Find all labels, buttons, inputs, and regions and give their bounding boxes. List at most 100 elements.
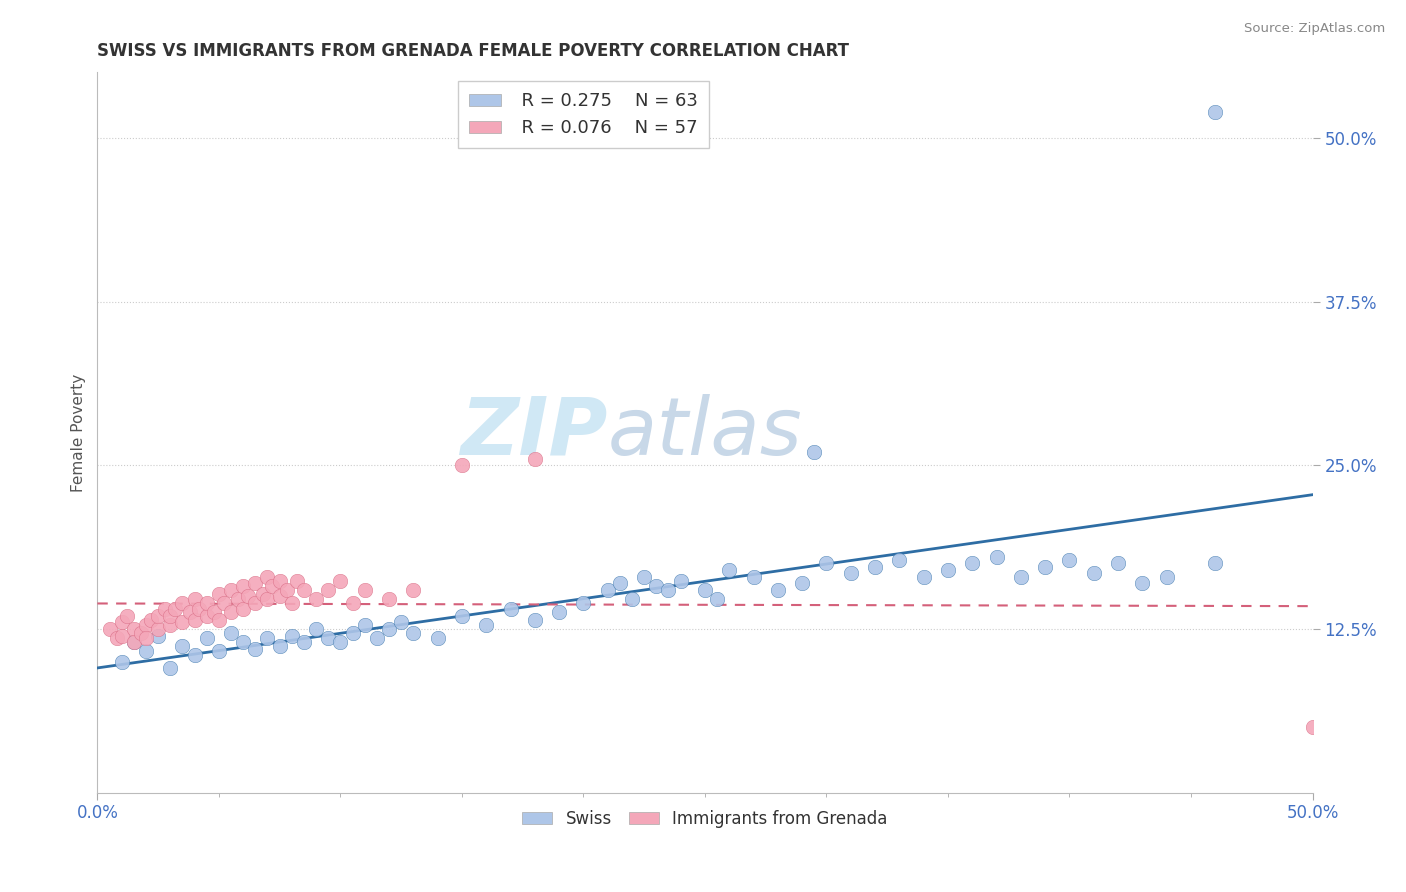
Point xyxy=(122,635,145,649)
Point xyxy=(146,628,169,642)
Point xyxy=(146,622,169,636)
Point xyxy=(305,591,328,606)
Point xyxy=(183,648,205,662)
Point xyxy=(179,605,201,619)
Point xyxy=(402,626,425,640)
Point xyxy=(122,635,145,649)
Point xyxy=(475,618,498,632)
Point xyxy=(292,582,315,597)
Point xyxy=(353,618,375,632)
Point xyxy=(316,631,339,645)
Text: atlas: atlas xyxy=(607,393,803,472)
Point xyxy=(195,608,218,623)
Point xyxy=(111,615,134,630)
Point xyxy=(316,582,339,597)
Point xyxy=(172,639,194,653)
Point xyxy=(499,602,522,616)
Point xyxy=(135,644,157,658)
Point xyxy=(208,644,231,658)
Point xyxy=(1132,576,1154,591)
Point xyxy=(281,596,304,610)
Y-axis label: Female Poverty: Female Poverty xyxy=(72,374,86,491)
Point xyxy=(1010,569,1032,583)
Point xyxy=(609,576,631,591)
Point xyxy=(98,622,121,636)
Point xyxy=(165,602,187,616)
Point xyxy=(269,574,291,588)
Point xyxy=(111,628,134,642)
Point xyxy=(792,576,814,591)
Point xyxy=(232,579,254,593)
Point xyxy=(226,591,249,606)
Point xyxy=(122,622,145,636)
Point xyxy=(451,608,474,623)
Point xyxy=(912,569,935,583)
Point xyxy=(706,591,728,606)
Point xyxy=(572,596,595,610)
Point xyxy=(889,552,911,566)
Point xyxy=(378,622,401,636)
Point xyxy=(212,596,235,610)
Point xyxy=(742,569,765,583)
Point xyxy=(236,589,259,603)
Point xyxy=(523,613,546,627)
Point xyxy=(135,631,157,645)
Point xyxy=(195,631,218,645)
Point xyxy=(645,579,668,593)
Point xyxy=(596,582,619,597)
Point xyxy=(863,560,886,574)
Point xyxy=(269,639,291,653)
Point xyxy=(292,635,315,649)
Point xyxy=(1083,566,1105,580)
Point xyxy=(208,613,231,627)
Point xyxy=(202,605,225,619)
Point xyxy=(621,591,644,606)
Point xyxy=(281,628,304,642)
Point xyxy=(159,618,181,632)
Point xyxy=(1107,557,1129,571)
Point xyxy=(1033,560,1056,574)
Legend: Swiss, Immigrants from Grenada: Swiss, Immigrants from Grenada xyxy=(516,804,894,835)
Point xyxy=(245,576,267,591)
Point xyxy=(252,586,274,600)
Point xyxy=(276,582,298,597)
Point xyxy=(232,602,254,616)
Point xyxy=(766,582,789,597)
Point xyxy=(245,641,267,656)
Point xyxy=(839,566,862,580)
Point xyxy=(548,605,571,619)
Point xyxy=(219,605,242,619)
Point xyxy=(986,549,1008,564)
Point xyxy=(159,608,181,623)
Point xyxy=(378,591,401,606)
Point xyxy=(803,445,825,459)
Point xyxy=(1302,720,1324,734)
Point xyxy=(693,582,716,597)
Point xyxy=(219,582,242,597)
Point xyxy=(305,622,328,636)
Point xyxy=(718,563,741,577)
Point xyxy=(262,579,284,593)
Point xyxy=(815,557,838,571)
Text: SWISS VS IMMIGRANTS FROM GRENADA FEMALE POVERTY CORRELATION CHART: SWISS VS IMMIGRANTS FROM GRENADA FEMALE … xyxy=(97,42,849,60)
Point xyxy=(188,602,211,616)
Point xyxy=(523,451,546,466)
Point xyxy=(256,591,278,606)
Point xyxy=(256,631,278,645)
Text: Source: ZipAtlas.com: Source: ZipAtlas.com xyxy=(1244,22,1385,36)
Point xyxy=(195,596,218,610)
Text: ZIP: ZIP xyxy=(460,393,607,472)
Point xyxy=(366,631,388,645)
Point xyxy=(353,582,375,597)
Point xyxy=(962,557,984,571)
Point xyxy=(135,618,157,632)
Point xyxy=(342,626,364,640)
Point xyxy=(256,569,278,583)
Point xyxy=(245,596,267,610)
Point xyxy=(111,655,134,669)
Point xyxy=(669,574,692,588)
Point xyxy=(1204,557,1226,571)
Point xyxy=(936,563,959,577)
Point xyxy=(402,582,425,597)
Point xyxy=(115,608,138,623)
